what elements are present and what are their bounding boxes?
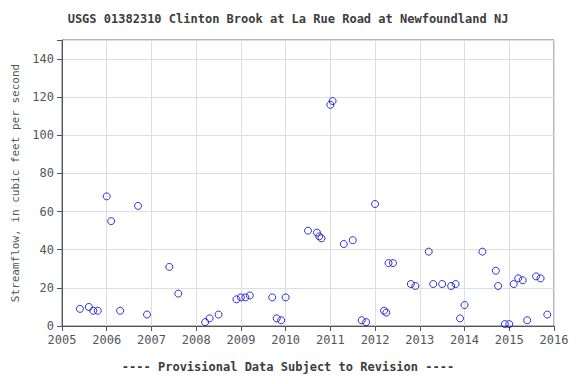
svg-text:60: 60 (40, 205, 54, 219)
svg-text:40: 40 (40, 243, 54, 257)
svg-text:2010: 2010 (271, 333, 300, 347)
svg-text:2012: 2012 (361, 333, 390, 347)
svg-text:2015: 2015 (495, 333, 524, 347)
svg-text:USGS 01382310 Clinton Brook at: USGS 01382310 Clinton Brook at La Rue Ro… (68, 12, 509, 26)
svg-text:2005: 2005 (48, 333, 77, 347)
svg-text:20: 20 (40, 281, 54, 295)
svg-text:2009: 2009 (226, 333, 255, 347)
svg-text:2011: 2011 (316, 333, 345, 347)
svg-text:140: 140 (32, 52, 54, 66)
svg-text:2008: 2008 (182, 333, 211, 347)
svg-text:2016: 2016 (540, 333, 569, 347)
svg-text:80: 80 (40, 166, 54, 180)
svg-text:2014: 2014 (450, 333, 479, 347)
svg-text:2013: 2013 (405, 333, 434, 347)
svg-text:120: 120 (32, 90, 54, 104)
svg-text:100: 100 (32, 128, 54, 142)
svg-text:Streamflow, in cubic feet per: Streamflow, in cubic feet per second (9, 64, 22, 302)
svg-text:2006: 2006 (92, 333, 121, 347)
svg-text:---- Provisional Data Subject: ---- Provisional Data Subject to Revisio… (122, 360, 454, 374)
svg-text:2007: 2007 (137, 333, 166, 347)
svg-text:0: 0 (47, 319, 54, 333)
